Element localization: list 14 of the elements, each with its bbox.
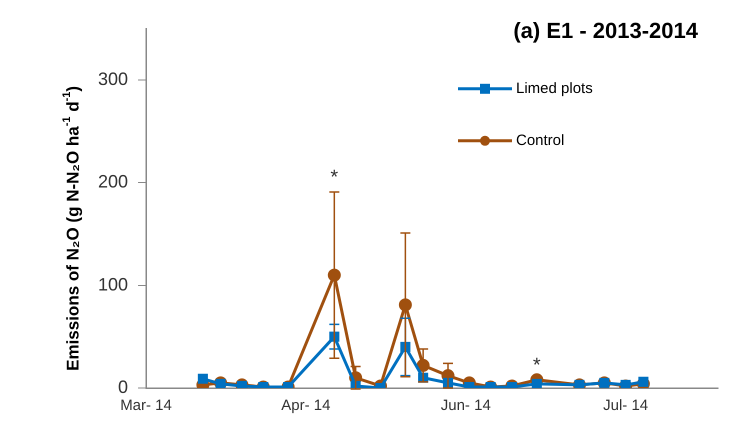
legend-label: Control (516, 132, 564, 149)
x-tick-label: Jul- 14 (603, 397, 648, 414)
legend-label: Limed plots (516, 80, 593, 97)
annotation: * (330, 166, 338, 188)
x-tick-label: Mar- 14 (120, 397, 172, 414)
x-tick-label: Jun- 14 (440, 397, 491, 414)
y-axis-title: Emissions of N₂O (g N-N₂O ha-1 d-1) (61, 86, 83, 371)
chart-title: (a) E1 - 2013-2014 (513, 18, 699, 43)
y-tick-label: 300 (98, 69, 128, 90)
annotation: * (532, 354, 541, 376)
y-tick-label: 100 (98, 274, 128, 294)
x-tick-label: Apr- 14 (281, 397, 330, 414)
y-tick-label: 0 (118, 376, 128, 397)
y-tick-label: 200 (98, 172, 128, 192)
